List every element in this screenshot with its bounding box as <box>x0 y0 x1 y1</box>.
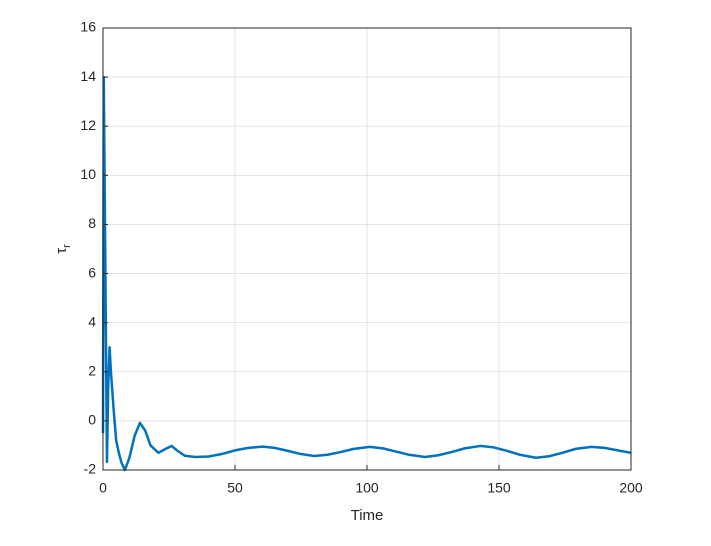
y-axis-label: τr <box>53 244 73 254</box>
x-tick-label: 50 <box>227 480 243 496</box>
y-tick-label: 12 <box>80 117 96 133</box>
y-tick-label: 16 <box>80 19 96 35</box>
y-label-sub: r <box>61 244 73 248</box>
y-tick-label: 2 <box>88 362 96 378</box>
line-layer <box>101 75 632 472</box>
y-tick-label: 10 <box>80 166 96 182</box>
data-line <box>101 75 632 472</box>
x-tick-label: 0 <box>99 480 107 496</box>
x-tick-label: 200 <box>619 480 643 496</box>
y-tick-label: -2 <box>84 461 97 477</box>
x-axis-label: Time <box>351 507 384 524</box>
y-tick-label: 0 <box>88 412 96 428</box>
y-tick-label: 14 <box>80 68 96 84</box>
x-tick-label: 100 <box>355 480 379 496</box>
grid-layer <box>102 27 632 471</box>
y-tick-label: 6 <box>88 264 96 280</box>
y-label-base: τ <box>53 248 70 254</box>
x-tick-label: 150 <box>487 480 511 496</box>
y-tick-label: 8 <box>88 215 96 231</box>
y-tick-label: 4 <box>88 313 96 329</box>
